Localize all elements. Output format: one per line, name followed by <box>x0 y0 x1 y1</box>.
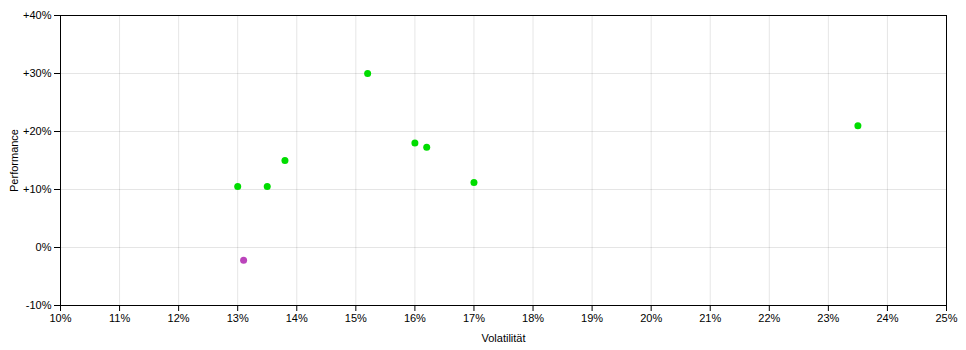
svg-text:13%: 13% <box>227 312 249 324</box>
svg-text:14%: 14% <box>286 312 308 324</box>
svg-text:Volatilität: Volatilität <box>481 332 525 344</box>
svg-text:22%: 22% <box>758 312 780 324</box>
svg-text:23%: 23% <box>817 312 839 324</box>
svg-text:19%: 19% <box>581 312 603 324</box>
svg-text:16%: 16% <box>404 312 426 324</box>
svg-text:11%: 11% <box>109 312 130 324</box>
svg-text:21%: 21% <box>699 312 721 324</box>
svg-text:+10%: +10% <box>23 183 52 195</box>
svg-text:-10%: -10% <box>26 299 52 311</box>
svg-text:+20%: +20% <box>23 125 52 137</box>
svg-text:10%: 10% <box>49 312 71 324</box>
svg-text:+30%: +30% <box>23 67 52 79</box>
svg-text:12%: 12% <box>168 312 190 324</box>
svg-text:18%: 18% <box>522 312 544 324</box>
svg-text:25%: 25% <box>935 312 957 324</box>
svg-text:17%: 17% <box>463 312 485 324</box>
svg-text:20%: 20% <box>640 312 662 324</box>
svg-text:Performance: Performance <box>8 129 20 192</box>
svg-text:24%: 24% <box>876 312 898 324</box>
svg-text:0%: 0% <box>36 241 52 253</box>
svg-text:15%: 15% <box>345 312 367 324</box>
svg-text:+40%: +40% <box>23 9 52 21</box>
